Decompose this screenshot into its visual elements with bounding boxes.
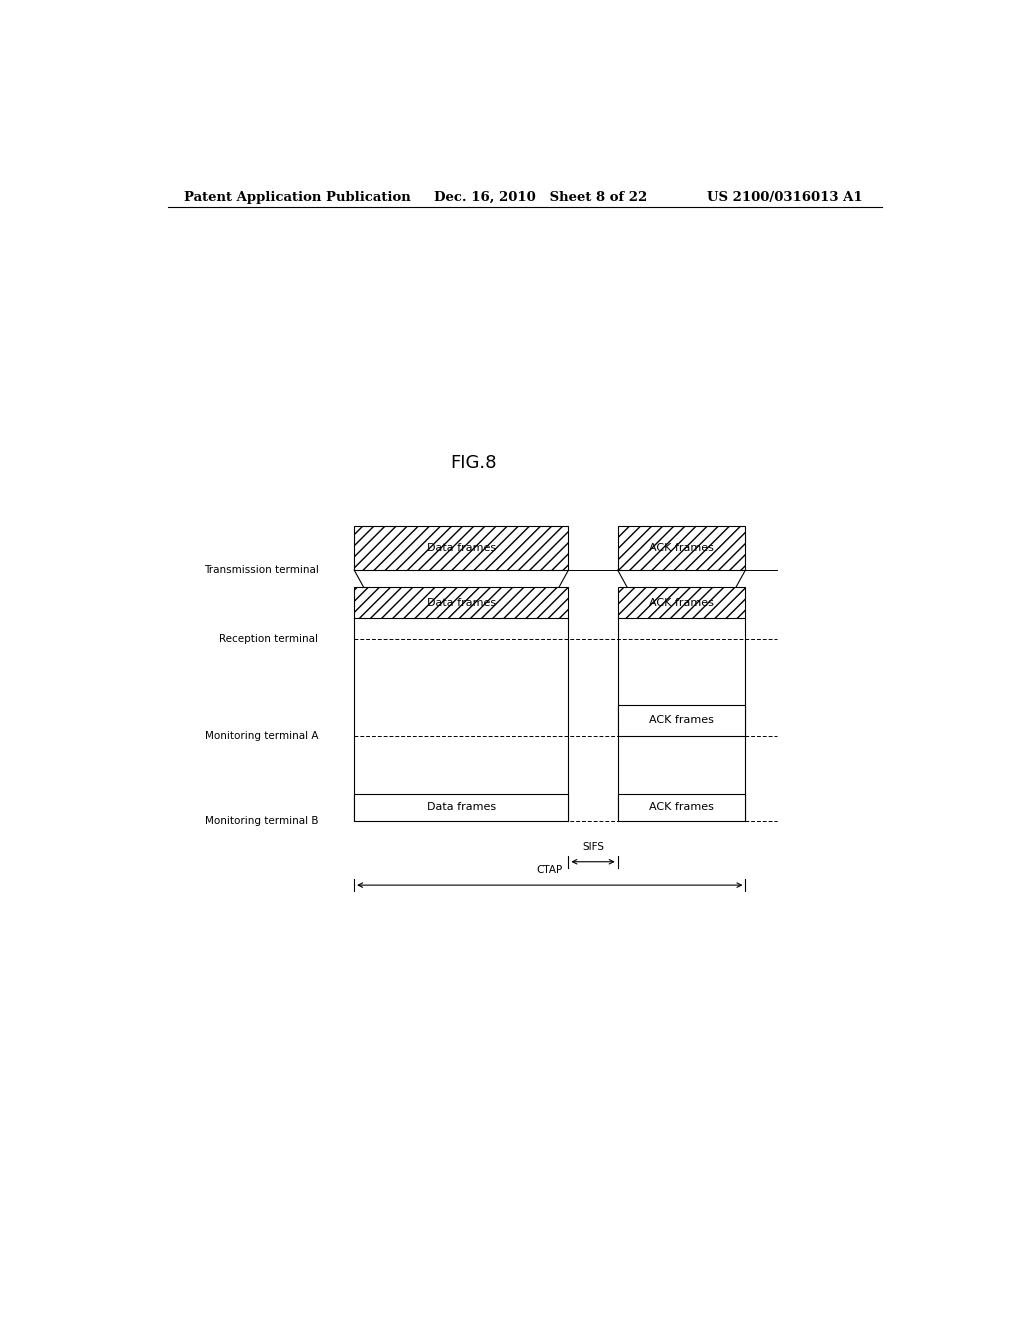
Text: Transmission terminal: Transmission terminal: [204, 565, 318, 576]
Bar: [617, 705, 745, 735]
Text: Data frames: Data frames: [427, 803, 496, 812]
Bar: [617, 793, 745, 821]
Text: Dec. 16, 2010   Sheet 8 of 22: Dec. 16, 2010 Sheet 8 of 22: [433, 190, 647, 203]
Text: SIFS: SIFS: [582, 842, 604, 851]
Text: CTAP: CTAP: [537, 865, 563, 875]
Text: Patent Application Publication: Patent Application Publication: [183, 190, 411, 203]
Bar: [617, 587, 745, 618]
Bar: [354, 527, 568, 570]
Text: Monitoring terminal B: Monitoring terminal B: [205, 816, 318, 826]
Text: Data frames: Data frames: [427, 598, 496, 607]
Bar: [617, 527, 745, 570]
Text: FIG.8: FIG.8: [450, 454, 497, 473]
Bar: [354, 587, 568, 618]
Text: ACK frames: ACK frames: [649, 803, 714, 812]
Text: ACK frames: ACK frames: [649, 544, 714, 553]
Text: Data frames: Data frames: [427, 544, 496, 553]
Text: ACK frames: ACK frames: [649, 598, 714, 607]
Text: Monitoring terminal A: Monitoring terminal A: [205, 731, 318, 741]
Text: US 2100/0316013 A1: US 2100/0316013 A1: [708, 190, 863, 203]
Bar: [354, 793, 568, 821]
Text: Reception terminal: Reception terminal: [219, 634, 318, 644]
Text: ACK frames: ACK frames: [649, 715, 714, 726]
